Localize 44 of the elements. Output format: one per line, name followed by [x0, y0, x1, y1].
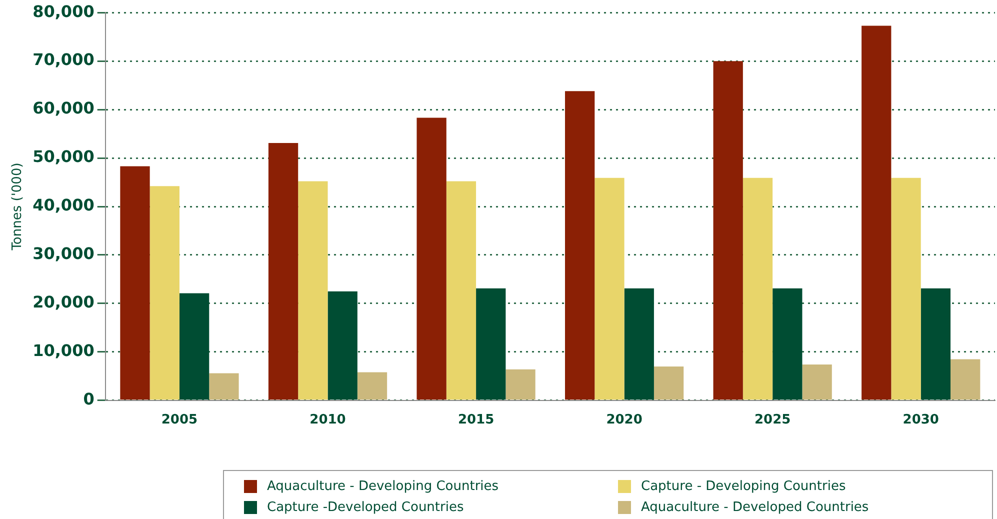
- bar: [862, 26, 892, 400]
- bar: [565, 91, 595, 400]
- bar: [950, 359, 980, 400]
- y-tick-label: 30,000: [32, 244, 94, 264]
- bar: [742, 178, 773, 400]
- bar: [654, 366, 684, 400]
- bar: [416, 118, 446, 400]
- y-tick-label: 40,000: [32, 196, 94, 215]
- y-tick-label: 70,000: [32, 50, 94, 70]
- legend-label: Aquaculture - Developed Countries: [640, 499, 870, 517]
- legend-label: Aquaculture - Developing Countries: [266, 478, 500, 496]
- bar: [179, 293, 210, 400]
- x-tick-label: 2010: [310, 412, 346, 428]
- y-tick-label: 80,000: [32, 2, 94, 21]
- bar: [624, 288, 654, 400]
- bar: [209, 373, 239, 400]
- bar: [268, 143, 298, 400]
- y-tick-label: 20,000: [32, 292, 94, 312]
- bar: [920, 288, 951, 400]
- x-tick-label: 2015: [458, 412, 494, 428]
- y-tick-label: 60,000: [32, 98, 94, 118]
- bar: [120, 166, 150, 400]
- y-tick-label: 50,000: [32, 147, 94, 166]
- x-tick-label: 2020: [606, 412, 642, 428]
- bar: [298, 181, 328, 400]
- legend-label: Capture - Developing Countries: [640, 478, 847, 496]
- y-tick-label: 10,000: [32, 341, 94, 360]
- bar: [446, 181, 476, 400]
- y-axis-title: Tonnes ('000): [10, 162, 26, 252]
- x-tick-label: 2025: [754, 412, 791, 428]
- bar: [476, 288, 506, 400]
- bar: [594, 178, 624, 400]
- bar: [772, 288, 802, 400]
- bar: [891, 178, 921, 400]
- y-tick-label: 0: [83, 390, 94, 409]
- x-tick-label: 2005: [161, 412, 198, 428]
- bar: [357, 372, 388, 400]
- x-tick-label: 2030: [902, 412, 939, 428]
- bar: [802, 364, 832, 400]
- bar: [328, 291, 358, 400]
- bar: [713, 61, 743, 400]
- legend-label: Capture -Developed Countries: [266, 499, 465, 517]
- bar: [150, 186, 180, 400]
- bar: [506, 369, 536, 400]
